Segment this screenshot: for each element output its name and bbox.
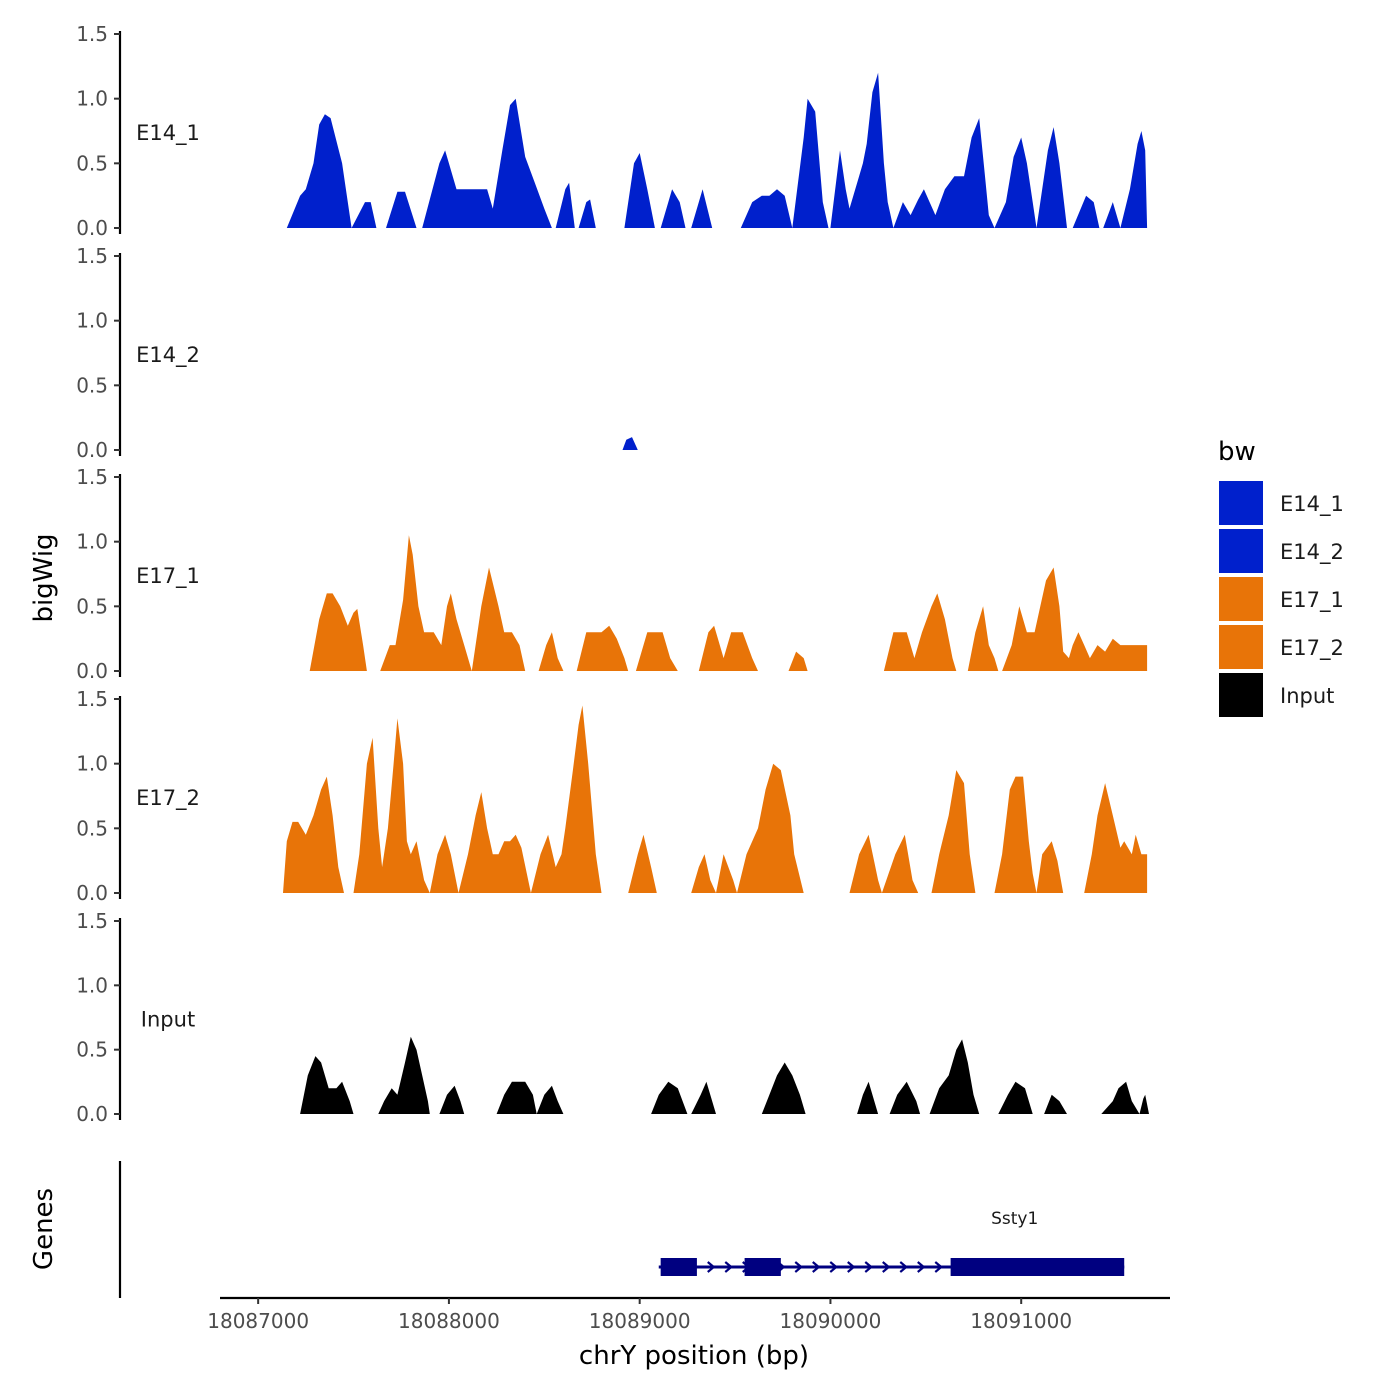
legend-label: E14_2 xyxy=(1280,540,1344,565)
gene-Ssty1: Ssty1 xyxy=(658,1209,1125,1276)
y-tick-label: 0.5 xyxy=(76,816,108,840)
y-tick-label: 1.0 xyxy=(76,87,108,111)
x-axis-title: chrY position (bp) xyxy=(579,1341,809,1371)
y-tick-label: 1.0 xyxy=(76,530,108,554)
y-tick-label: 0.5 xyxy=(76,1038,108,1062)
legend: bw E14_1 E14_2 E17_1 E17_2 Input xyxy=(1217,437,1344,719)
strand-arrow xyxy=(864,1261,873,1273)
y-tick-label: 1.5 xyxy=(76,22,108,46)
track-label-Input: Input xyxy=(141,1008,195,1032)
genes-layer: Ssty1 xyxy=(118,1161,1125,1298)
strand-arrow xyxy=(917,1261,926,1273)
track-E17_2: 0.0 0.5 1.0 1.5 E17_2 xyxy=(76,687,1148,905)
gene-exon xyxy=(660,1258,697,1276)
y-tick-label: 1.5 xyxy=(76,244,108,268)
signal-area-Input xyxy=(300,1036,1150,1114)
track-E14_2: 0.0 0.5 1.0 1.5 E14_2 xyxy=(76,244,638,462)
legend-swatch xyxy=(1217,479,1265,527)
signal-area-E17_1 xyxy=(309,535,1148,671)
gene-exon xyxy=(950,1258,1125,1276)
y-tick-label: 0.0 xyxy=(76,881,108,905)
strand-arrow xyxy=(724,1261,733,1273)
signal-area-E14_2 xyxy=(622,437,638,450)
strand-arrow xyxy=(882,1261,891,1273)
gene-label: Ssty1 xyxy=(991,1209,1038,1229)
legend-item-E14_1: E14_1 xyxy=(1217,479,1344,527)
legend-swatch xyxy=(1217,671,1265,719)
y-tick-label: 0.0 xyxy=(76,216,108,240)
legend-item-E17_1: E17_1 xyxy=(1217,575,1344,623)
legend-item-Input: Input xyxy=(1217,671,1334,719)
y-tick-label: 1.5 xyxy=(76,909,108,933)
track-Input: 0.0 0.5 1.0 1.5 Input xyxy=(76,909,1150,1126)
y-axis-title: bigWig xyxy=(29,533,59,622)
x-axis: 18087000 18088000 18089000 18090000 18091000 xyxy=(207,1296,1170,1333)
y-tick-label: 0.5 xyxy=(76,373,108,397)
legend-title: bw xyxy=(1218,437,1256,467)
strand-arrow xyxy=(829,1261,838,1273)
legend-label: E14_1 xyxy=(1280,492,1344,517)
y-tick-label: 0.0 xyxy=(76,659,108,683)
y-tick-label: 0.0 xyxy=(76,438,108,462)
y-tick-label: 1.0 xyxy=(76,973,108,997)
y-tick-label: 0.0 xyxy=(76,1102,108,1126)
legend-swatch xyxy=(1217,623,1265,671)
legend-swatch xyxy=(1217,575,1265,623)
y-tick-label: 1.0 xyxy=(76,309,108,333)
x-tick-label: 18089000 xyxy=(589,1309,691,1333)
tracks-layer: 0.0 0.5 1.0 1.5 E14_1 0.0 0.5 1.0 1.5 E14_2 0.0 0.5… xyxy=(76,22,1150,1126)
x-tick-label: 18088000 xyxy=(398,1309,500,1333)
signal-area-E17_2 xyxy=(283,705,1148,893)
legend-swatch xyxy=(1217,527,1265,575)
legend-label: Input xyxy=(1280,684,1334,708)
legend-label: E17_1 xyxy=(1280,588,1344,613)
legend-item-E17_2: E17_2 xyxy=(1217,623,1344,671)
track-label-E14_2: E14_2 xyxy=(136,343,200,368)
gene-exon xyxy=(744,1258,781,1276)
strand-arrow xyxy=(899,1261,908,1273)
track-E17_1: 0.0 0.5 1.0 1.5 E17_1 xyxy=(76,465,1148,683)
legend-item-E14_2: E14_2 xyxy=(1217,527,1344,575)
y-tick-label: 1.5 xyxy=(76,687,108,711)
genes-axis-title: Genes xyxy=(29,1188,59,1270)
y-tick-label: 0.5 xyxy=(76,594,108,618)
signal-area-E14_1 xyxy=(286,72,1148,228)
strand-arrow xyxy=(707,1261,716,1273)
track-label-E17_2: E17_2 xyxy=(136,786,200,811)
x-tick-label: 18091000 xyxy=(970,1309,1072,1333)
y-tick-label: 0.5 xyxy=(76,151,108,175)
y-tick-label: 1.0 xyxy=(76,752,108,776)
strand-arrow xyxy=(794,1261,803,1273)
y-tick-label: 1.5 xyxy=(76,465,108,489)
strand-arrow xyxy=(934,1261,943,1273)
track-label-E17_1: E17_1 xyxy=(136,564,200,589)
x-tick-label: 18090000 xyxy=(780,1309,882,1333)
strand-arrow xyxy=(847,1261,856,1273)
strand-arrow xyxy=(812,1261,821,1273)
x-tick-label: 18087000 xyxy=(207,1309,309,1333)
track-E14_1: 0.0 0.5 1.0 1.5 E14_1 xyxy=(76,22,1148,240)
legend-label: E17_2 xyxy=(1280,636,1344,661)
track-label-E14_1: E14_1 xyxy=(136,121,200,146)
